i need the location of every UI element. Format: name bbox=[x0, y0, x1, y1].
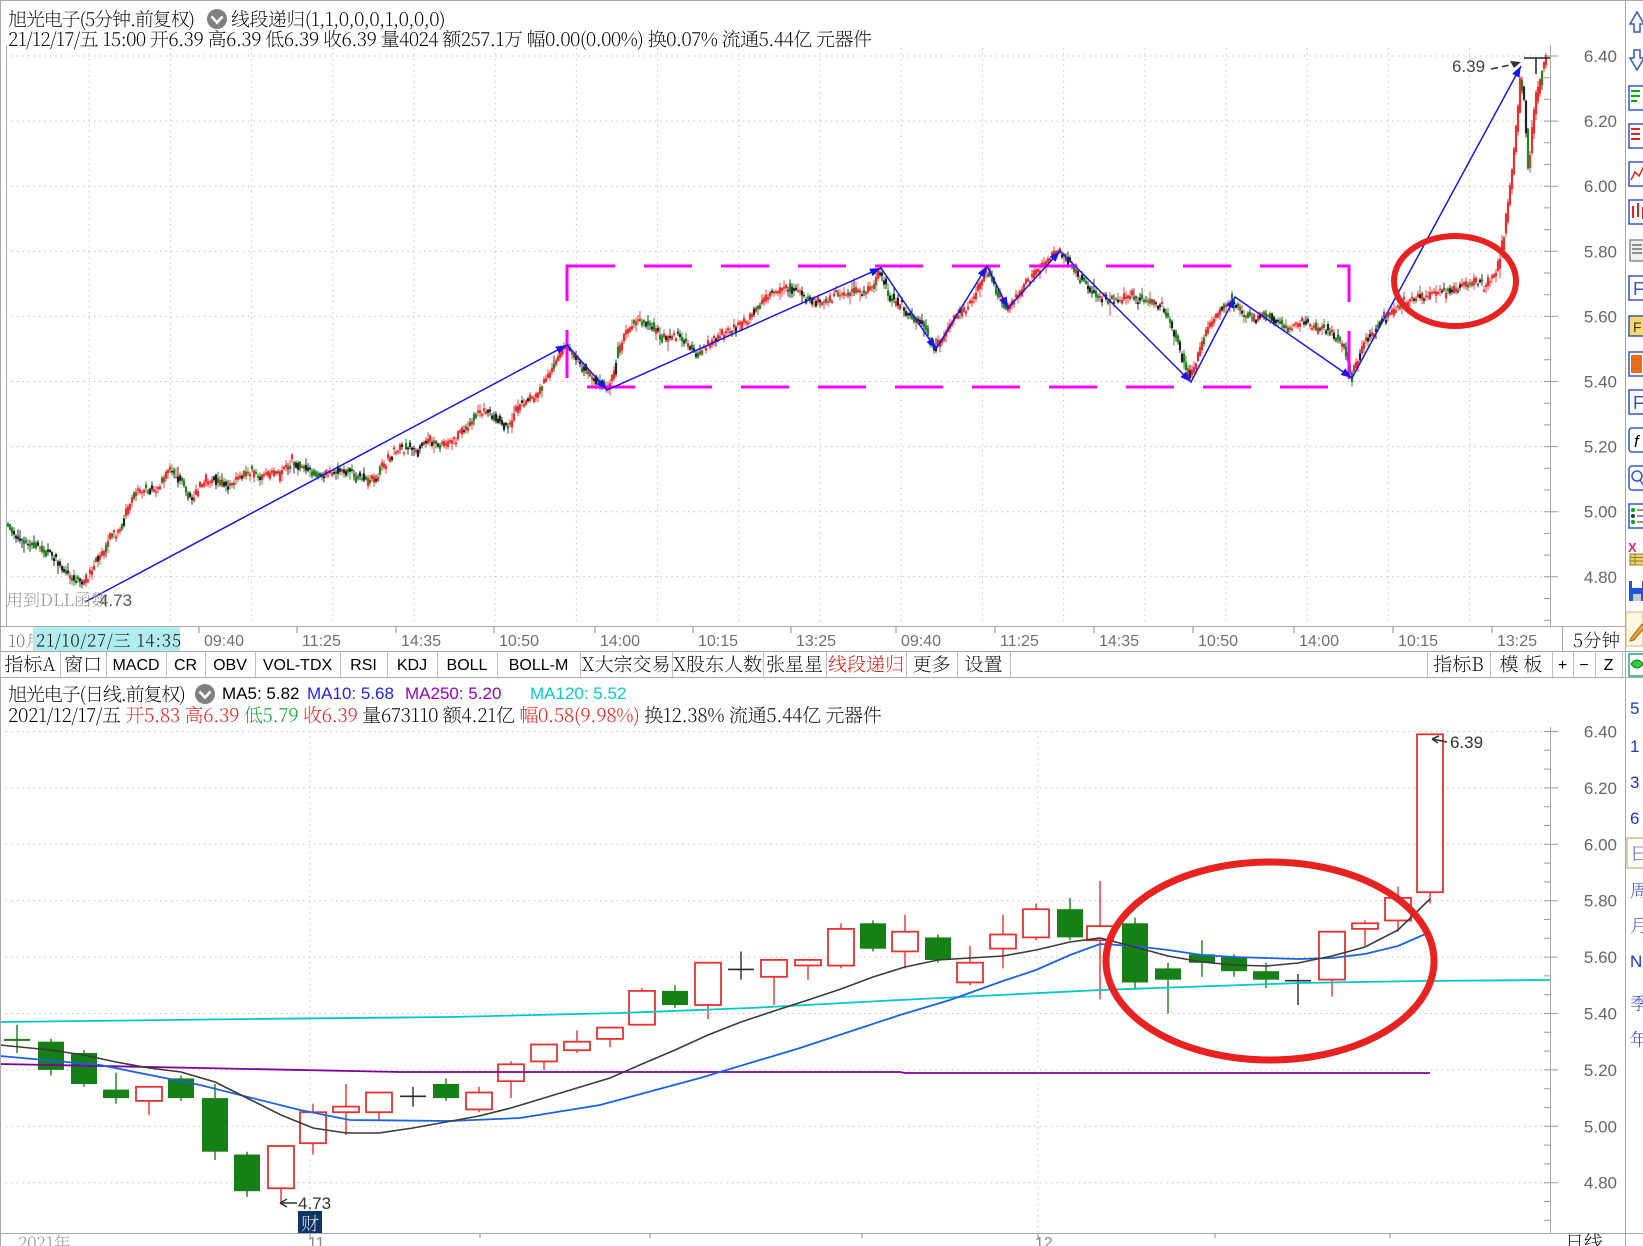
svg-text:09:40: 09:40 bbox=[204, 633, 244, 650]
svg-text:10:15: 10:15 bbox=[1398, 633, 1438, 650]
svg-text:MA5: 5.82: MA5: 5.82 bbox=[222, 684, 300, 703]
svg-text:6.39: 6.39 bbox=[1452, 57, 1485, 76]
svg-text:14:00: 14:00 bbox=[1299, 633, 1339, 650]
svg-text:6.40: 6.40 bbox=[1584, 723, 1617, 742]
svg-text:RSI: RSI bbox=[350, 657, 377, 674]
svg-text:5.20: 5.20 bbox=[1584, 1061, 1617, 1080]
svg-text:10:50: 10:50 bbox=[499, 633, 539, 650]
svg-text:VOL-TDX: VOL-TDX bbox=[263, 657, 333, 674]
svg-text:14:00: 14:00 bbox=[600, 633, 640, 650]
svg-text:6.00: 6.00 bbox=[1584, 177, 1617, 196]
svg-text:MA10: 5.68: MA10: 5.68 bbox=[307, 684, 394, 703]
svg-text:6.39: 6.39 bbox=[1450, 733, 1483, 752]
svg-text:5.80: 5.80 bbox=[1584, 892, 1617, 911]
svg-text:11: 11 bbox=[308, 1235, 325, 1246]
svg-text:09:40: 09:40 bbox=[901, 633, 941, 650]
svg-text:6.00: 6.00 bbox=[1584, 835, 1617, 854]
svg-text:11:25: 11:25 bbox=[302, 633, 341, 650]
svg-text:5.40: 5.40 bbox=[1584, 1005, 1617, 1024]
svg-text:3: 3 bbox=[1630, 773, 1639, 792]
svg-text:MA250: 5.20: MA250: 5.20 bbox=[405, 684, 501, 703]
svg-text:f: f bbox=[1634, 432, 1641, 451]
svg-text:4.73: 4.73 bbox=[298, 1194, 331, 1213]
svg-text:F: F bbox=[1633, 393, 1643, 413]
svg-text:+: + bbox=[1558, 657, 1567, 674]
svg-text:5: 5 bbox=[1630, 699, 1639, 718]
svg-text:X: X bbox=[1628, 540, 1637, 555]
svg-text:MACD: MACD bbox=[112, 657, 159, 674]
svg-text:13:25: 13:25 bbox=[796, 633, 836, 650]
svg-text:5.60: 5.60 bbox=[1584, 948, 1617, 967]
svg-text:5.00: 5.00 bbox=[1584, 503, 1617, 522]
svg-text:MA120: 5.52: MA120: 5.52 bbox=[530, 684, 626, 703]
svg-text:12: 12 bbox=[1035, 1235, 1053, 1246]
svg-text:4.80: 4.80 bbox=[1584, 1174, 1617, 1193]
svg-text:4.73: 4.73 bbox=[99, 591, 132, 610]
svg-text:4.80: 4.80 bbox=[1584, 568, 1617, 587]
svg-text:5.00: 5.00 bbox=[1584, 1117, 1617, 1136]
svg-text:13:25: 13:25 bbox=[1497, 633, 1537, 650]
svg-text:Z: Z bbox=[1604, 657, 1614, 674]
svg-text:6.20: 6.20 bbox=[1584, 112, 1617, 131]
svg-text:5.20: 5.20 bbox=[1584, 438, 1617, 457]
svg-text:14:35: 14:35 bbox=[401, 633, 441, 650]
svg-text:5.80: 5.80 bbox=[1584, 242, 1617, 261]
svg-text:BOLL: BOLL bbox=[447, 657, 488, 674]
svg-text:14:35: 14:35 bbox=[1099, 633, 1139, 650]
svg-text:KDJ: KDJ bbox=[397, 657, 427, 674]
svg-text:11:25: 11:25 bbox=[1000, 633, 1039, 650]
svg-text:6.20: 6.20 bbox=[1584, 779, 1617, 798]
svg-text:10:15: 10:15 bbox=[698, 633, 738, 650]
svg-text:1: 1 bbox=[1630, 737, 1639, 756]
svg-text:−: − bbox=[1579, 657, 1588, 674]
svg-text:BOLL-M: BOLL-M bbox=[509, 657, 569, 674]
svg-text:OBV: OBV bbox=[213, 657, 247, 674]
svg-text:F: F bbox=[1633, 279, 1643, 299]
svg-text:5.40: 5.40 bbox=[1584, 373, 1617, 392]
svg-text:CR: CR bbox=[174, 657, 197, 674]
svg-text:N: N bbox=[1630, 952, 1642, 971]
svg-text:6: 6 bbox=[1630, 809, 1639, 828]
svg-text:F: F bbox=[1633, 319, 1642, 335]
svg-text:5.60: 5.60 bbox=[1584, 307, 1617, 326]
svg-text:10:50: 10:50 bbox=[1198, 633, 1238, 650]
svg-text:6.40: 6.40 bbox=[1584, 47, 1617, 66]
